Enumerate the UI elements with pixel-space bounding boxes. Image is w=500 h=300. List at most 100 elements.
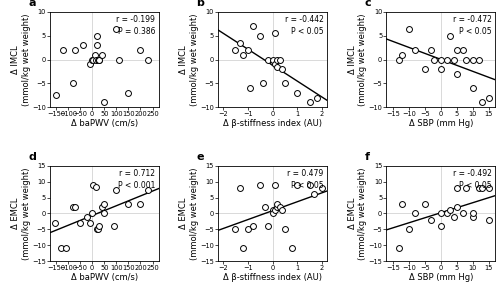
Y-axis label: Δ EMCL
(mmol/kg wet weight): Δ EMCL (mmol/kg wet weight) [180, 167, 199, 260]
Point [232, 227, 239, 232]
Point [72, 205, 80, 209]
Point [98, 205, 106, 209]
Point [271, 208, 279, 213]
Point [306, 100, 314, 105]
Point [310, 192, 318, 197]
Point [271, 31, 279, 36]
Point [93, 227, 101, 232]
Point [96, 57, 104, 62]
Point [232, 48, 239, 52]
Point [96, 224, 104, 229]
Point [268, 208, 276, 213]
Point [276, 205, 284, 209]
Text: r = -0.492
P < 0.05: r = -0.492 P < 0.05 [453, 169, 492, 190]
Point [144, 187, 152, 192]
Point [249, 224, 257, 229]
Point [94, 227, 102, 232]
Point [244, 48, 252, 52]
Point [468, 211, 476, 216]
Point [462, 57, 470, 62]
Point [446, 33, 454, 38]
Point [281, 81, 289, 86]
Point [452, 186, 460, 190]
Point [86, 220, 94, 225]
Y-axis label: Δ EMCL
(mmol/kg wet weight): Δ EMCL (mmol/kg wet weight) [348, 167, 367, 260]
Point [261, 205, 269, 209]
Point [124, 90, 132, 95]
Point [475, 57, 483, 62]
Point [57, 246, 65, 251]
Text: r = 0.479
P < 0.05: r = 0.479 P < 0.05 [288, 169, 324, 190]
Point [78, 43, 86, 48]
Point [411, 211, 419, 216]
Y-axis label: Δ IMCL
(mmol/kg wet weight): Δ IMCL (mmol/kg wet weight) [11, 13, 30, 106]
Text: d: d [28, 152, 36, 162]
Point [92, 184, 100, 189]
Point [136, 202, 144, 206]
Point [60, 48, 68, 52]
X-axis label: Δ SBP (mm Hg): Δ SBP (mm Hg) [408, 273, 473, 282]
Y-axis label: Δ IMCL
(mmol/kg wet weight): Δ IMCL (mmol/kg wet weight) [180, 13, 199, 106]
Point [69, 205, 77, 209]
Point [90, 57, 98, 62]
Point [69, 81, 77, 86]
Point [100, 202, 108, 206]
Point [124, 202, 132, 206]
Point [274, 64, 281, 69]
X-axis label: Δ baPWV (cm/s): Δ baPWV (cm/s) [70, 273, 138, 282]
Point [452, 205, 460, 209]
Point [98, 52, 106, 57]
Point [281, 227, 289, 232]
Text: r = 0.712
P < 0.001: r = 0.712 P < 0.001 [118, 169, 156, 190]
Point [421, 67, 429, 71]
Point [452, 71, 460, 76]
Point [288, 246, 296, 251]
Point [62, 246, 70, 251]
Point [475, 186, 483, 190]
Point [459, 211, 467, 216]
Point [258, 81, 266, 86]
Point [88, 211, 96, 216]
Point [256, 183, 264, 188]
Text: c: c [365, 0, 372, 8]
Point [268, 211, 276, 216]
Point [268, 59, 276, 64]
Point [450, 57, 458, 62]
X-axis label: Δ baPWV (cm/s): Δ baPWV (cm/s) [70, 118, 138, 127]
Point [405, 227, 413, 232]
Point [96, 57, 104, 62]
Point [443, 211, 451, 216]
Point [459, 48, 467, 52]
Point [278, 67, 286, 71]
Y-axis label: Δ EMCL
(mmol/kg wet weight): Δ EMCL (mmol/kg wet weight) [11, 167, 30, 260]
Point [274, 57, 281, 62]
Point [264, 224, 272, 229]
Point [271, 183, 279, 188]
Point [427, 218, 435, 222]
Point [484, 218, 492, 222]
Point [293, 90, 301, 95]
Point [276, 57, 284, 62]
Point [274, 205, 281, 209]
Point [443, 57, 451, 62]
Point [436, 57, 444, 62]
Point [293, 183, 301, 188]
Point [76, 220, 84, 225]
Point [268, 57, 276, 62]
Point [136, 48, 144, 52]
Point [452, 48, 460, 52]
Point [94, 57, 102, 62]
Point [264, 57, 272, 62]
Point [100, 211, 108, 216]
Point [271, 62, 279, 67]
Point [411, 48, 419, 52]
Point [484, 95, 492, 100]
Text: b: b [196, 0, 204, 8]
Point [110, 224, 118, 229]
Point [306, 183, 314, 188]
Point [239, 246, 247, 251]
Point [90, 183, 98, 188]
Point [100, 100, 108, 105]
Point [236, 40, 244, 45]
Point [436, 211, 444, 216]
